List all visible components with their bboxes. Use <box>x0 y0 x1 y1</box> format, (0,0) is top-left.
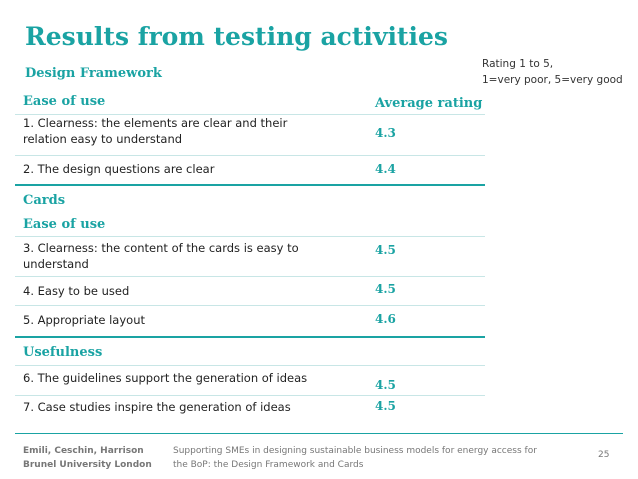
divider <box>15 395 485 396</box>
table-row-value: 4.5 <box>375 399 396 413</box>
table-row-value: 4.3 <box>375 126 396 140</box>
section-usefulness: Usefulness <box>23 345 103 360</box>
table-row-label: 6. The guidelines support the generation… <box>23 371 308 385</box>
table-row-label: 4. Easy to be used <box>23 284 130 298</box>
header-average-rating: Average rating <box>375 96 483 111</box>
footer-authors: Emili, Ceschin, Harrison Brunel Universi… <box>23 444 152 472</box>
rating-note-line1: Rating 1 to 5, <box>482 58 554 70</box>
table-row-value: 4.4 <box>375 162 396 176</box>
section-design-framework: Design Framework <box>25 66 162 81</box>
footer-authors-line1: Emili, Ceschin, Harrison <box>23 446 144 456</box>
divider <box>15 114 485 115</box>
table-row-label: 2. The design questions are clear <box>23 162 215 176</box>
divider <box>15 365 485 366</box>
rating-note: Rating 1 to 5, 1=very poor, 5=very good <box>482 56 623 88</box>
header-ease-of-use-cards: Ease of use <box>23 217 106 232</box>
section-cards: Cards <box>23 193 66 208</box>
table-row-label: 3. Clearness: the content of the cards i… <box>23 241 299 271</box>
table-row-value: 4.5 <box>375 282 396 296</box>
section-divider <box>15 184 485 186</box>
slide-title: Results from testing activities <box>25 22 448 51</box>
table-row-label: 5. Appropriate layout <box>23 313 145 327</box>
footer-subtitle: Supporting SMEs in designing sustainable… <box>173 446 537 470</box>
table-row-value: 4.5 <box>375 243 396 257</box>
page-number: 25 <box>598 450 610 460</box>
footer-divider <box>15 433 623 434</box>
section-divider <box>15 336 485 338</box>
divider <box>15 155 485 156</box>
table-row-value: 4.6 <box>375 312 396 326</box>
divider <box>15 236 485 237</box>
table-row-label: 1. Clearness: the elements are clear and… <box>23 116 288 146</box>
footer-authors-line2: Brunel University London <box>23 460 152 470</box>
header-ease-of-use: Ease of use <box>23 94 106 109</box>
divider <box>15 276 485 277</box>
divider <box>15 305 485 306</box>
table-row-label: 7. Case studies inspire the generation o… <box>23 400 291 414</box>
rating-note-line2: 1=very poor, 5=very good <box>482 74 623 86</box>
table-row-value: 4.5 <box>375 378 396 392</box>
